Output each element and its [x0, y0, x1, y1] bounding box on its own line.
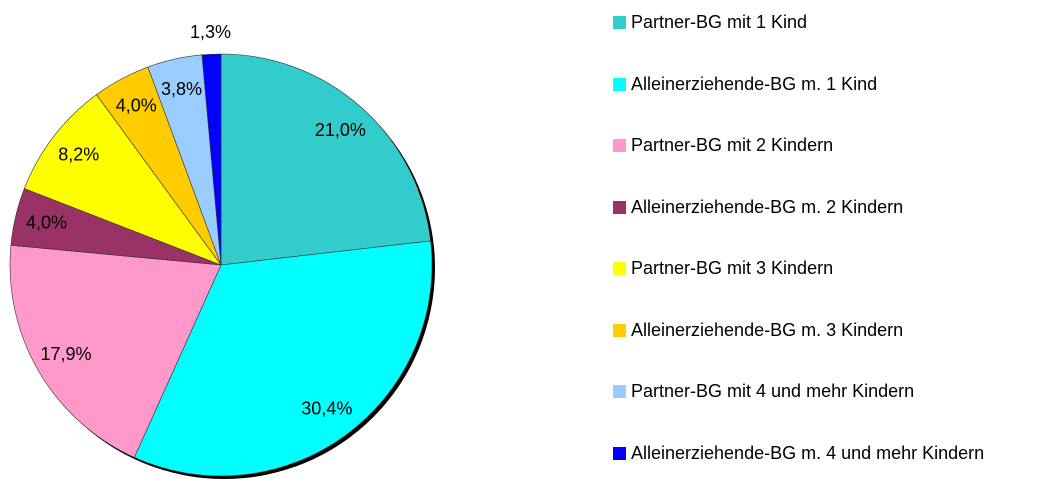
- data-label: 4,0%: [116, 96, 157, 116]
- legend-label: Partner-BG mit 1 Kind: [631, 10, 807, 34]
- legend: Partner-BG mit 1 Kind Alleinerziehende-BG…: [610, 10, 1035, 502]
- legend-item: Partner-BG mit 1 Kind: [610, 10, 1035, 72]
- legend-item: Partner-BG mit 2 Kindern: [610, 133, 1035, 195]
- legend-swatch: [613, 78, 626, 91]
- legend-item: Alleinerziehende-BG m. 2 Kindern: [610, 195, 1035, 257]
- data-label: 3,8%: [161, 79, 202, 99]
- legend-swatch: [613, 262, 626, 275]
- legend-item: Alleinerziehende-BG m. 1 Kind: [610, 72, 1035, 134]
- legend-label: Partner-BG mit 3 Kindern: [631, 256, 833, 280]
- legend-label: Alleinerziehende-BG m. 1 Kind: [631, 72, 877, 96]
- legend-swatch: [613, 16, 626, 29]
- data-label: 21,0%: [315, 120, 366, 140]
- data-label: 1,3%: [190, 22, 231, 42]
- legend-item: Alleinerziehende-BG m. 3 Kindern: [610, 318, 1035, 380]
- data-label: 30,4%: [301, 399, 352, 419]
- data-label: 4,0%: [26, 212, 67, 232]
- data-label: 17,9%: [40, 344, 91, 364]
- legend-swatch: [613, 447, 626, 460]
- pie-slice: [221, 54, 431, 265]
- chart: 21,0%30,4%17,9%4,0%8,2%4,0%3,8%1,3%: [0, 0, 600, 493]
- legend-label: Partner-BG mit 2 Kindern: [631, 133, 833, 157]
- legend-label: Alleinerziehende-BG m. 3 Kindern: [631, 318, 903, 342]
- legend-swatch: [613, 201, 626, 214]
- legend-label: Alleinerziehende-BG m. 4 und mehr Kinder…: [631, 441, 984, 465]
- legend-label: Partner-BG mit 4 und mehr Kindern: [631, 379, 914, 403]
- legend-item: Partner-BG mit 4 und mehr Kindern: [610, 379, 1035, 441]
- legend-label: Alleinerziehende-BG m. 2 Kindern: [631, 195, 903, 219]
- legend-swatch: [613, 139, 626, 152]
- legend-swatch: [613, 385, 626, 398]
- legend-swatch: [613, 324, 626, 337]
- data-label: 8,2%: [58, 144, 99, 164]
- legend-item: Partner-BG mit 3 Kindern: [610, 256, 1035, 318]
